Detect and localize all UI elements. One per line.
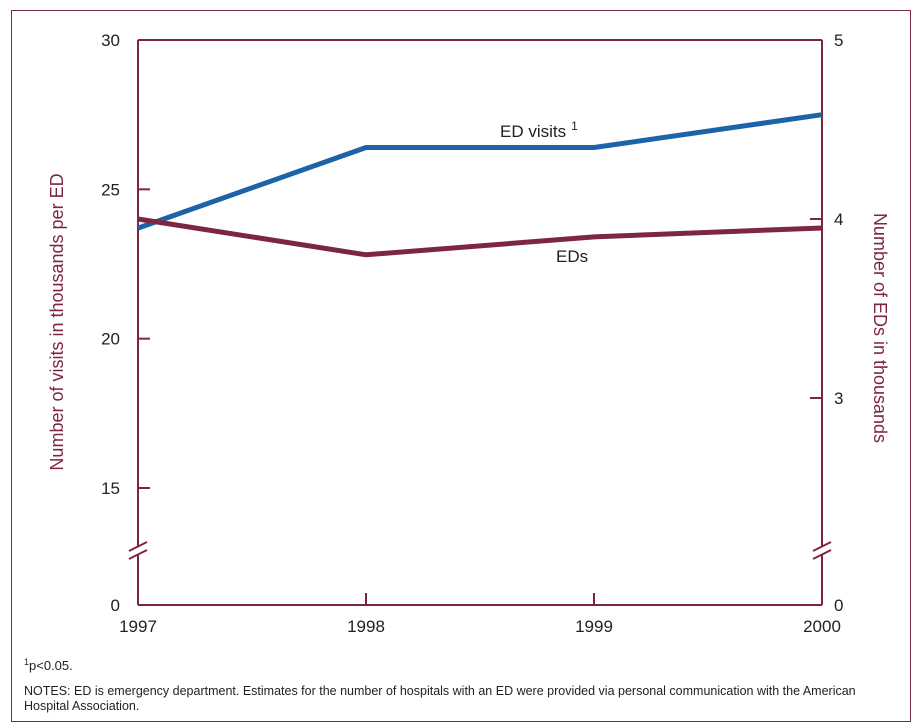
x-axis-tick-label: 2000 (803, 617, 841, 636)
right-axis-break-mark (812, 549, 832, 560)
series-label-ed-visits: ED visits 1 (500, 119, 578, 141)
left-axis-tick-label: 30 (101, 31, 120, 50)
right-axis-tick-label: 5 (834, 31, 843, 50)
x-axis-tick-label: 1997 (119, 617, 157, 636)
chart: 0 15 20 25 30 0 3 4 5 1997 1998 1999 2000 Number of v… (47, 31, 890, 636)
right-axis-break-mark (812, 541, 832, 552)
footnote: 1p<0.05. (24, 657, 73, 673)
left-axis-break-mark (128, 541, 148, 552)
left-axis-tick-label: 15 (101, 479, 120, 498)
left-axis-break-mark (128, 549, 148, 560)
right-axis-break-gap (814, 546, 830, 555)
left-axis-tick-label: 20 (101, 330, 120, 349)
series-line-ed-visits (137, 112, 823, 231)
notes: NOTES: ED is emergency department. Estim… (24, 684, 856, 713)
left-axis-tick-label: 25 (101, 180, 120, 199)
footnote-text: p<0.05. (29, 658, 73, 673)
left-axis-break-gap (130, 546, 146, 555)
series-label-eds: EDs (556, 247, 588, 266)
left-axis-title: Number of visits in thousands per ED (47, 173, 67, 470)
right-axis-title: Number of EDs in thousands (870, 213, 890, 443)
series-line-eds (137, 216, 823, 258)
left-axis-tick-label: 0 (111, 596, 120, 615)
footnote-marker: 1 (24, 657, 30, 667)
series-label-superscript: 1 (571, 119, 578, 133)
x-axis-tick-label: 1999 (575, 617, 613, 636)
figure-frame (11, 10, 911, 722)
right-axis-tick-label: 3 (834, 389, 843, 408)
x-axis-tick-label: 1998 (347, 617, 385, 636)
right-axis-tick-label: 4 (834, 210, 843, 229)
right-axis-tick-label: 0 (834, 596, 843, 615)
